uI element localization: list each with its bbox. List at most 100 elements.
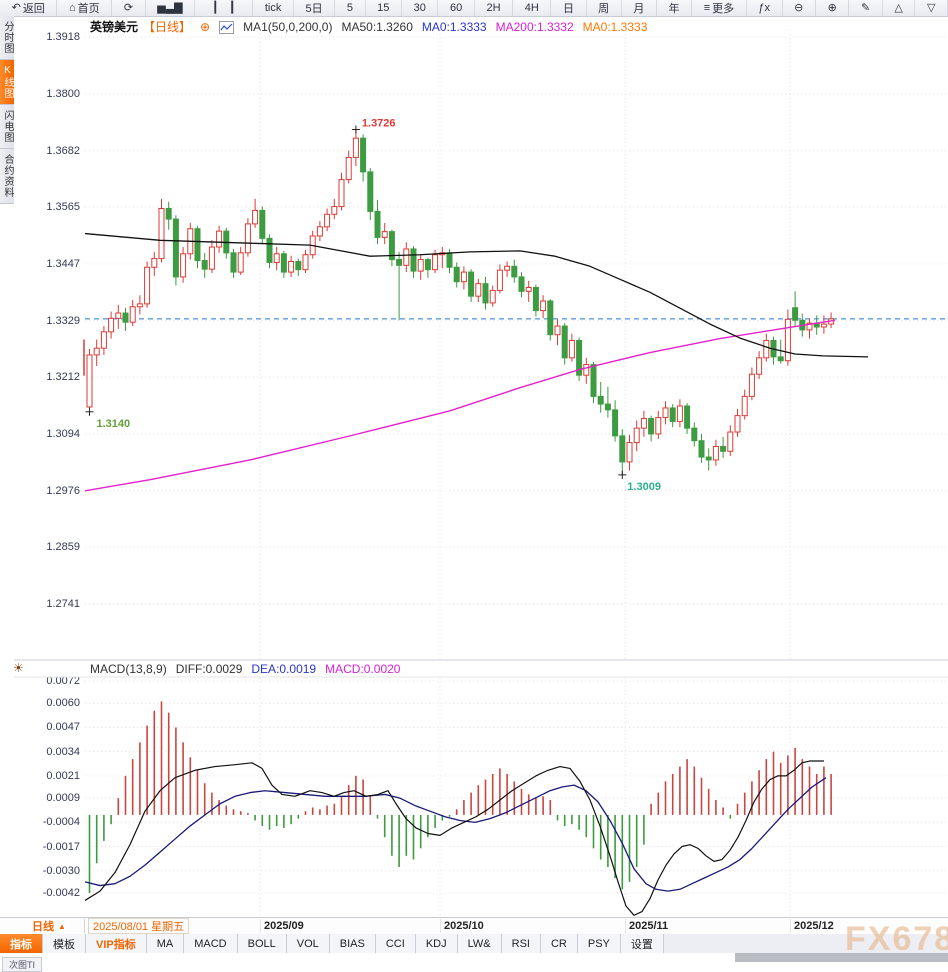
refresh-button[interactable]: ⟳	[112, 0, 146, 16]
period-5m[interactable]: 5	[335, 0, 366, 16]
macd-tick-label: 0.0047	[46, 721, 80, 734]
subchart-tab[interactable]: 次图TI	[2, 957, 42, 972]
month-label: 2025/09	[260, 919, 304, 933]
month-label: 2025/12	[790, 919, 834, 933]
macd-value: MACD:0.0020	[325, 662, 401, 676]
tab-time-chart[interactable]: 分时图	[0, 16, 14, 60]
indicator-tab-CR[interactable]: CR	[540, 934, 578, 953]
draw-pencil-button-icon: ✎	[860, 2, 871, 14]
indicator-tab-设置[interactable]: 设置	[620, 934, 664, 953]
home-button-icon: ⌂	[69, 2, 76, 14]
price-tick-label: 1.3800	[46, 87, 80, 100]
macd-tick-label: 0.0021	[46, 769, 80, 782]
period-60m[interactable]: 60	[438, 0, 475, 16]
volume-chart-button[interactable]: ▅▃▇	[146, 0, 196, 16]
tab-contract-info[interactable]: 合约资料	[0, 149, 14, 204]
price-tick-label: 1.3094	[46, 427, 80, 440]
indicator-tab-VIP指标[interactable]: VIP指标	[86, 934, 147, 953]
macd-params-label: MACD(13,8,9)	[90, 662, 167, 676]
add-indicator-icon[interactable]: ⊕	[200, 19, 211, 34]
more-menu-button[interactable]: ≡ 更多	[692, 0, 747, 16]
price-tick-label: 1.3212	[46, 371, 80, 384]
dea-value: DEA:0.0019	[251, 662, 317, 676]
draw-pencil-button[interactable]: ✎	[849, 0, 883, 16]
period-4h-label: 4H	[524, 2, 539, 14]
bottom-strip: 次图TI	[0, 953, 948, 972]
horizontal-scrollbar-thumb[interactable]	[735, 953, 948, 962]
indicator-tab-MACD[interactable]: MACD	[184, 934, 238, 953]
ma200-value: MA200:1.3332	[495, 19, 574, 34]
fx678-watermark: FX678	[845, 920, 948, 958]
period-day[interactable]: 日	[551, 0, 587, 16]
indicator-tabs-row: 指标 模板 VIP指标 MA MACD BOLL VOL BIAS CCI KDJ LW& RSI CR…	[0, 934, 948, 954]
period-month[interactable]: 月	[622, 0, 657, 16]
back-button[interactable]: ↶ 返回	[0, 0, 58, 16]
indicator-tab-BIAS[interactable]: BIAS	[329, 934, 376, 953]
diff-value: DIFF:0.0029	[175, 662, 243, 676]
indicator-tab-MA[interactable]: MA	[146, 934, 185, 953]
period-selector[interactable]: 日线 ▲	[14, 919, 85, 933]
ma-settings-icon[interactable]	[219, 21, 235, 34]
period-label: 日线	[32, 921, 55, 933]
price-tick-label: 1.3447	[46, 257, 80, 270]
tab-kline-chart[interactable]: K线图	[0, 60, 14, 105]
zoom-in-button[interactable]: ⊕	[816, 0, 850, 16]
indicator-tab-模板[interactable]: 模板	[43, 934, 86, 953]
macd-tick-label: 0.0034	[46, 745, 80, 758]
indicator-settings-icon[interactable]: ☀	[13, 661, 24, 675]
month-label: 2025/11	[625, 919, 668, 933]
month-label: 2025/10	[440, 919, 484, 933]
macd-tick-label: 0.0060	[46, 697, 80, 710]
period-2h[interactable]: 2H	[475, 0, 514, 16]
candle-chart-button[interactable]: ▕▏▕▏	[195, 0, 254, 16]
draw-triangle-button-icon: △	[894, 2, 903, 14]
period-5m-label: 5	[346, 2, 353, 14]
zoom-out-button-icon: ⊖	[794, 2, 804, 14]
indicator-tab-LW&[interactable]: LW&	[457, 934, 502, 953]
period-tick[interactable]: tick	[253, 0, 294, 16]
svg-text:1.3009: 1.3009	[627, 481, 661, 493]
period-30m[interactable]: 30	[402, 0, 439, 16]
ma0-orange-value: MA0:1.3333	[582, 19, 648, 34]
tab-lightning-chart[interactable]: 闪电图	[0, 105, 14, 149]
period-15m[interactable]: 15	[366, 0, 403, 16]
period-year[interactable]: 年	[657, 0, 693, 16]
svg-text:1.3726: 1.3726	[362, 117, 396, 129]
period-5d-label: 5日	[305, 3, 323, 15]
back-button-icon: ↶	[11, 2, 21, 14]
period-year-label: 年	[668, 3, 680, 15]
indicator-tab-PSY[interactable]: PSY	[577, 934, 621, 953]
price-tick-label: 1.2976	[46, 484, 80, 497]
period-4h[interactable]: 4H	[513, 0, 552, 16]
macd-tick-label: -0.0004	[42, 816, 80, 829]
indicator-tab-指标[interactable]: 指标	[0, 934, 43, 953]
indicator-tab-CCI[interactable]: CCI	[375, 934, 416, 953]
pair-name: 英镑美元	[90, 20, 139, 34]
volume-chart-button-icon: ▅▃▇	[157, 2, 183, 14]
indicator-fx-button[interactable]: ƒx	[747, 0, 783, 16]
more-menu-button-label: 更多	[712, 3, 735, 15]
indicator-tab-VOL[interactable]: VOL	[286, 934, 330, 953]
indicator-tab-RSI[interactable]: RSI	[501, 934, 541, 953]
period-month-label: 月	[633, 3, 645, 15]
ma-params-label: MA1(50,0,200,0)	[243, 19, 333, 34]
period-5d[interactable]: 5日	[294, 0, 336, 16]
zoom-in-button-icon: ⊕	[827, 2, 837, 14]
draw-triangle-button[interactable]: △	[883, 0, 916, 16]
price-tick-label: 1.2741	[46, 598, 80, 610]
top-toolbar: ↶ 返回 ⌂ 首页 ⟳ ▅▃▇ ▕▏▕▏ tick 5日 5 15 30 60 2H 4H 日周月年 ≡ 更多 ƒx…	[0, 0, 948, 17]
candle-chart-button-icon: ▕▏▕▏	[206, 2, 241, 14]
period-week[interactable]: 周	[587, 0, 622, 16]
indicator-tab-BOLL[interactable]: BOLL	[237, 934, 287, 953]
macd-tick-label: -0.0017	[42, 840, 80, 853]
indicator-tab-KDJ[interactable]: KDJ	[415, 934, 458, 953]
svg-text:1.3140: 1.3140	[97, 418, 131, 430]
macd-tick-label: -0.0030	[42, 864, 80, 877]
zoom-out-button[interactable]: ⊖	[783, 0, 816, 16]
home-button[interactable]: ⌂ 首页	[57, 0, 113, 16]
macd-tick-label: 0.0072	[46, 675, 80, 687]
chevron-up-icon: ▲	[58, 921, 66, 931]
home-button-label: 首页	[77, 3, 100, 15]
period-week-label: 周	[598, 3, 610, 15]
